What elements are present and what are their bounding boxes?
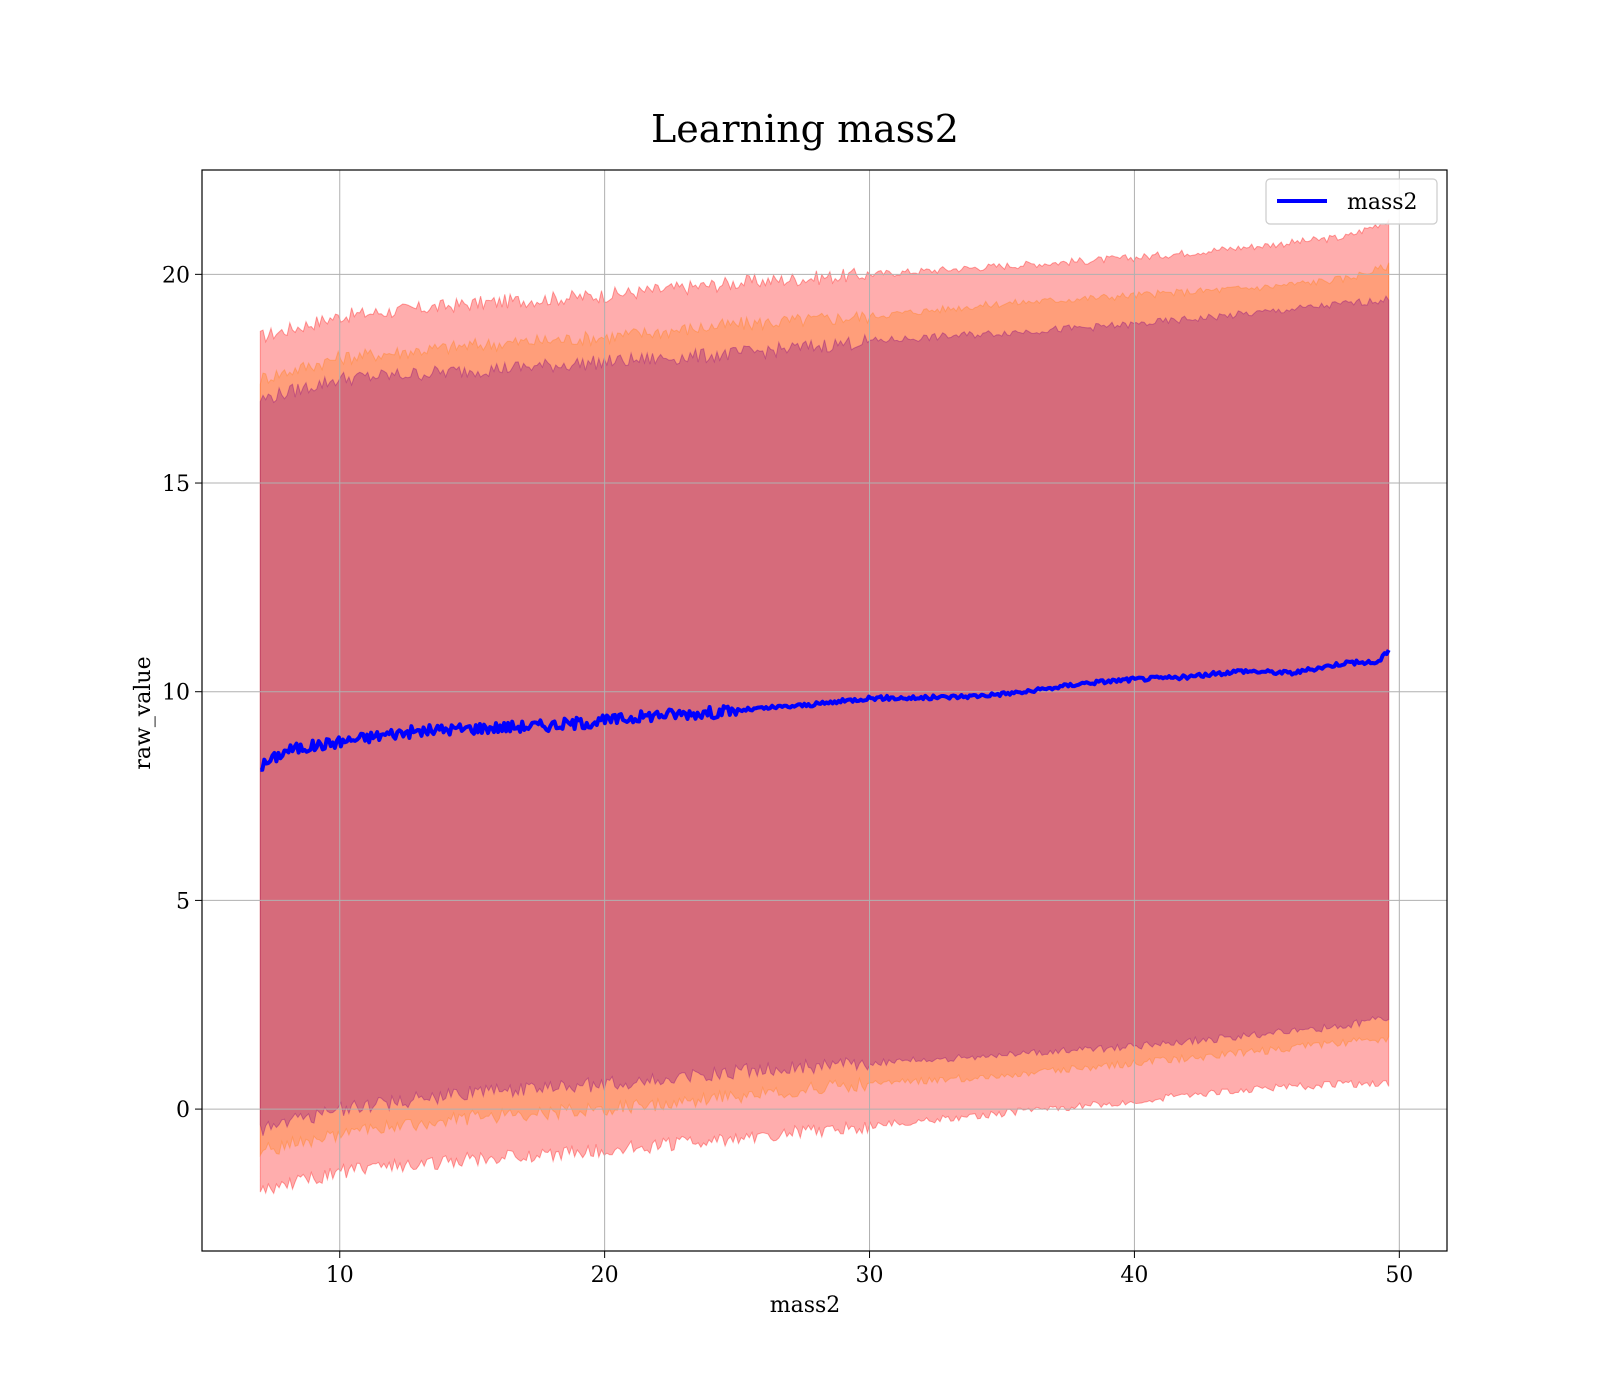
x-tick-label: 40 <box>1120 1263 1148 1288</box>
series-lines <box>260 649 1391 772</box>
band-middle <box>259 262 1390 1158</box>
x-tick-label: 10 <box>326 1263 354 1288</box>
plot-frame <box>201 169 1448 1252</box>
y-tick-label: 20 <box>162 263 190 288</box>
confidence-bands <box>259 218 1390 1195</box>
ticks: 10 20 30 40 50 0 5 10 15 20 <box>162 263 1413 1288</box>
x-tick-label: 30 <box>856 1263 884 1288</box>
y-axis-label: raw_value <box>131 656 156 769</box>
x-tick-label: 50 <box>1385 1263 1413 1288</box>
y-tick-label: 5 <box>176 889 190 914</box>
series-line-mass2 <box>260 649 1391 772</box>
legend: mass2 <box>1265 178 1438 225</box>
plot-area <box>202 170 1447 1251</box>
legend-label: mass2 <box>1347 190 1418 215</box>
legend-box <box>1265 178 1438 225</box>
y-tick-label: 0 <box>176 1098 190 1123</box>
x-axis-label: mass2 <box>770 1293 841 1318</box>
band-inner <box>259 295 1390 1136</box>
chart-title: Learning mass2 <box>651 107 959 151</box>
band-outer <box>259 218 1390 1195</box>
y-tick-label: 15 <box>162 472 190 497</box>
grid <box>202 170 1447 1251</box>
x-tick-label: 20 <box>591 1263 619 1288</box>
y-tick-label: 10 <box>162 681 190 706</box>
